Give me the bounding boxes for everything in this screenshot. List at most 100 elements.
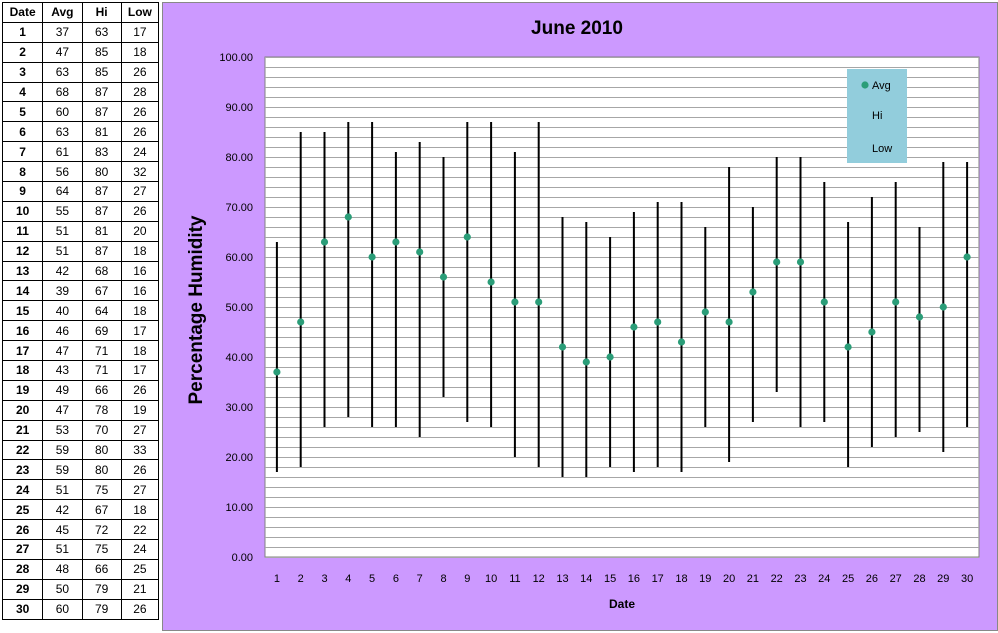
x-tick-label: 19 <box>699 573 711 585</box>
x-tick-label: 28 <box>913 573 925 585</box>
y-tick-label: 60.00 <box>225 252 253 264</box>
avg-point <box>844 343 852 351</box>
x-tick-label: 27 <box>890 573 902 585</box>
cell-hi: 85 <box>81 61 122 83</box>
cell-date: 10 <box>1 200 44 222</box>
y-tick-label: 10.00 <box>225 502 253 514</box>
cell-low: 33 <box>120 439 160 461</box>
cell-avg: 55 <box>42 200 83 222</box>
y-tick-label: 100.00 <box>219 52 253 64</box>
header-hi: Hi <box>81 2 122 23</box>
cell-low: 17 <box>120 21 160 43</box>
cell-date: 27 <box>1 539 44 560</box>
cell-low: 17 <box>120 360 160 381</box>
cell-low: 18 <box>120 300 160 322</box>
legend-hi-label: Hi <box>872 110 882 122</box>
x-tick-label: 18 <box>675 573 687 585</box>
header-low: Low <box>120 2 160 23</box>
table-row: 13 42 68 16 <box>1 260 160 282</box>
avg-point <box>273 368 281 376</box>
table-row: 26 45 72 22 <box>1 519 160 541</box>
cell-hi: 67 <box>81 499 122 521</box>
cell-hi: 68 <box>81 260 122 282</box>
cell-hi: 66 <box>81 379 122 401</box>
cell-date: 25 <box>1 499 44 521</box>
x-tick-label: 15 <box>604 573 616 585</box>
cell-hi: 83 <box>81 141 122 163</box>
cell-low: 32 <box>120 161 160 183</box>
avg-point <box>773 258 781 266</box>
cell-avg: 47 <box>42 340 83 362</box>
cell-low: 17 <box>120 320 160 342</box>
chart-area: 0.00 10.00 20.00 30.00 40.00 50.00 60.00 70.00 8… <box>162 2 998 631</box>
cell-date: 11 <box>1 220 44 242</box>
x-tick-label: 26 <box>866 573 878 585</box>
avg-point <box>868 328 876 336</box>
cell-avg: 68 <box>42 81 83 103</box>
table-row: 10 55 87 26 <box>1 200 160 222</box>
cell-date: 3 <box>1 61 44 83</box>
cell-date: 5 <box>1 101 44 123</box>
cell-date: 4 <box>1 81 44 103</box>
cell-avg: 51 <box>42 479 83 501</box>
humidity-chart: 0.00 10.00 20.00 30.00 40.00 50.00 60.00 70.00 8… <box>186 18 980 611</box>
x-tick-label: 12 <box>533 573 545 585</box>
cell-low: 27 <box>120 419 160 441</box>
cell-low: 26 <box>120 459 160 481</box>
legend <box>847 69 907 163</box>
cell-avg: 50 <box>42 578 83 600</box>
cell-hi: 71 <box>81 340 122 362</box>
x-tick-label: 29 <box>937 573 949 585</box>
table-row: 27 51 75 24 <box>1 539 160 560</box>
cell-low: 28 <box>120 81 160 103</box>
avg-point <box>320 238 329 246</box>
cell-avg: 53 <box>42 419 83 441</box>
cell-avg: 47 <box>42 41 83 63</box>
cell-low: 16 <box>120 280 160 302</box>
cell-low: 26 <box>120 101 160 123</box>
y-tick-label: 70.00 <box>225 202 253 214</box>
table-row: 28 48 66 25 <box>1 558 160 580</box>
cell-date: 8 <box>1 161 44 183</box>
cell-date: 1 <box>1 21 44 43</box>
header-avg: Avg <box>42 2 83 23</box>
y-tick-label: 40.00 <box>225 352 253 364</box>
cell-date: 18 <box>1 360 44 381</box>
x-tick-label: 17 <box>652 573 664 585</box>
cell-avg: 64 <box>42 181 83 202</box>
cell-avg: 51 <box>42 539 83 560</box>
x-tick-label: 25 <box>842 573 854 585</box>
cell-low: 27 <box>120 479 160 501</box>
table-row: 30 60 79 26 <box>1 598 160 620</box>
cell-avg: 60 <box>42 598 83 620</box>
x-tick-label: 20 <box>723 573 735 585</box>
cell-date: 13 <box>1 260 44 282</box>
cell-date: 28 <box>1 558 44 580</box>
cell-low: 18 <box>120 240 160 262</box>
table-row: 21 53 70 27 <box>1 419 160 441</box>
x-tick-label: 24 <box>818 573 830 585</box>
cell-low: 22 <box>120 519 160 541</box>
avg-point <box>344 213 352 221</box>
table-row: 4 68 87 28 <box>1 81 160 103</box>
table-row: 25 42 67 18 <box>1 499 160 521</box>
x-tick-label: 23 <box>794 573 806 585</box>
cell-date: 14 <box>1 280 44 302</box>
cell-avg: 63 <box>42 61 83 83</box>
cell-hi: 66 <box>81 558 122 580</box>
cell-hi: 63 <box>81 21 122 43</box>
table-row: 16 46 69 17 <box>1 320 160 342</box>
cell-date: 22 <box>1 439 44 461</box>
cell-low: 19 <box>120 399 160 421</box>
cell-hi: 87 <box>81 101 122 123</box>
cell-hi: 87 <box>81 200 122 222</box>
cell-avg: 49 <box>42 379 83 401</box>
table-row: 14 39 67 16 <box>1 280 160 302</box>
table-header-row: Date Avg Hi Low <box>1 2 160 23</box>
y-tick-label: 30.00 <box>225 402 253 414</box>
cell-avg: 39 <box>42 280 83 302</box>
cell-avg: 46 <box>42 320 83 342</box>
table-row: 1 37 63 17 <box>1 21 160 43</box>
x-tick-label: 5 <box>369 573 375 585</box>
cell-date: 24 <box>1 479 44 501</box>
